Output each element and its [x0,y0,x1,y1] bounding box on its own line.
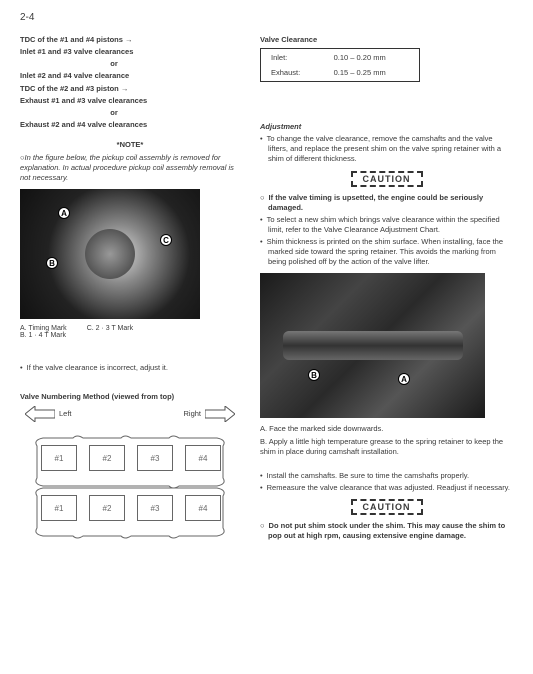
bank-bottom: #1 #2 #3 #4 [33,488,227,530]
photo2-marker-a: A [398,373,410,385]
cyl-bot-1: #1 [41,495,77,521]
direction-row: Left Right [25,406,235,422]
photo2-marker-b: B [308,369,320,381]
photo1-marker-a: A [58,207,70,219]
inlet-value: 0.10 – 0.20 mm [326,51,417,64]
valve-clearance-title: Valve Clearance [260,35,513,45]
cyl-top-1: #1 [41,445,77,471]
valve-numbering-title: Valve Numbering Method (viewed from top) [20,392,240,402]
select-shim-text: To select a new shim which brings valve … [260,215,513,235]
right-column: Valve Clearance Inlet: 0.10 – 0.20 mm Ex… [260,33,513,560]
rotor-hub [85,229,135,279]
or-1: or [44,59,184,69]
arrow-left-icon [25,406,55,422]
left-label: Left [59,409,72,418]
note-text: ○In the figure below, the pickup coil as… [20,153,240,183]
caution-2-box: CAUTION [351,499,423,515]
cyl-top-3: #3 [137,445,173,471]
right-label: Right [183,409,201,418]
exhaust-label: Exhaust: [263,66,324,79]
photo1-marker-c: C [160,234,172,246]
tdc14-option-b: Inlet #2 and #4 valve clearance [20,71,240,81]
cyl-top-4: #4 [185,445,221,471]
tdc14-heading: TDC of the #1 and #4 pistons → [20,35,240,45]
left-arrow-group: Left [25,406,72,422]
photo2-caption-b: B. Apply a little high temperature greas… [260,437,513,457]
note-label: *NOTE* [117,140,144,149]
timing-mark-photo: A B C [20,189,200,319]
adjustment-title: Adjustment [260,122,513,131]
caution-2-wrap: CAUTION [260,499,513,515]
if-incorrect-note: If the valve clearance is incorrect, adj… [20,363,240,373]
bank-top: #1 #2 #3 #4 [33,438,227,480]
cyl-bot-4: #4 [185,495,221,521]
photo1-marker-b: B [46,257,58,269]
caution-2-text: Do not put shim stock under the shim. Th… [260,521,513,541]
photo2-caption-a: A. Face the marked side downwards. [260,424,513,434]
camshaft-shape [283,331,463,360]
caution-1-box: CAUTION [351,171,423,187]
install-camshafts: Install the camshafts. Be sure to time t… [260,471,513,481]
right-arrow-group: Right [183,406,235,422]
tdc23-option-a: Exhaust #1 and #3 valve clearances [20,96,240,106]
remeasure: Remeasure the valve clearance that was a… [260,483,513,493]
table-row: Inlet: 0.10 – 0.20 mm [263,51,417,64]
caption-b: B. 1 · 4 T Mark [20,332,67,339]
shim-thickness-text: Shim thickness is printed on the shim su… [260,237,513,267]
cyl-top-2: #2 [89,445,125,471]
cyl-bot-3: #3 [137,495,173,521]
clearance-table: Inlet: 0.10 – 0.20 mm Exhaust: 0.15 – 0.… [260,48,420,82]
inlet-label: Inlet: [263,51,324,64]
page-number: 2-4 [20,12,513,23]
table-row: Exhaust: 0.15 – 0.25 mm [263,66,417,79]
or-2: or [44,108,184,118]
left-column: TDC of the #1 and #4 pistons → Inlet #1 … [20,33,240,560]
arrow-right-icon [205,406,235,422]
adjustment-step-1: To change the valve clearance, remove th… [260,134,513,164]
caution-1-wrap: CAUTION [260,171,513,187]
valve-diagram: #1 #2 #3 #4 #1 #2 #3 #4 [25,426,235,556]
camshaft-photo: A B [260,273,485,418]
tdc14-option-a: Inlet #1 and #3 valve clearances [20,47,240,57]
cyl-bot-2: #2 [89,495,125,521]
note-heading: *NOTE* [20,140,240,149]
exhaust-value: 0.15 – 0.25 mm [326,66,417,79]
tdc23-heading: TDC of the #2 and #3 piston → [20,84,240,94]
two-column-layout: TDC of the #1 and #4 pistons → Inlet #1 … [20,33,513,560]
photo1-captions: A. Timing Mark B. 1 · 4 T Mark C. 2 · 3 … [20,325,240,339]
caution-1-text: If the valve timing is upsetted, the eng… [260,193,513,213]
caption-c: C. 2 · 3 T Mark [87,325,133,339]
caption-a: A. Timing Mark [20,325,67,332]
tdc23-option-b: Exhaust #2 and #4 valve clearances [20,120,240,130]
